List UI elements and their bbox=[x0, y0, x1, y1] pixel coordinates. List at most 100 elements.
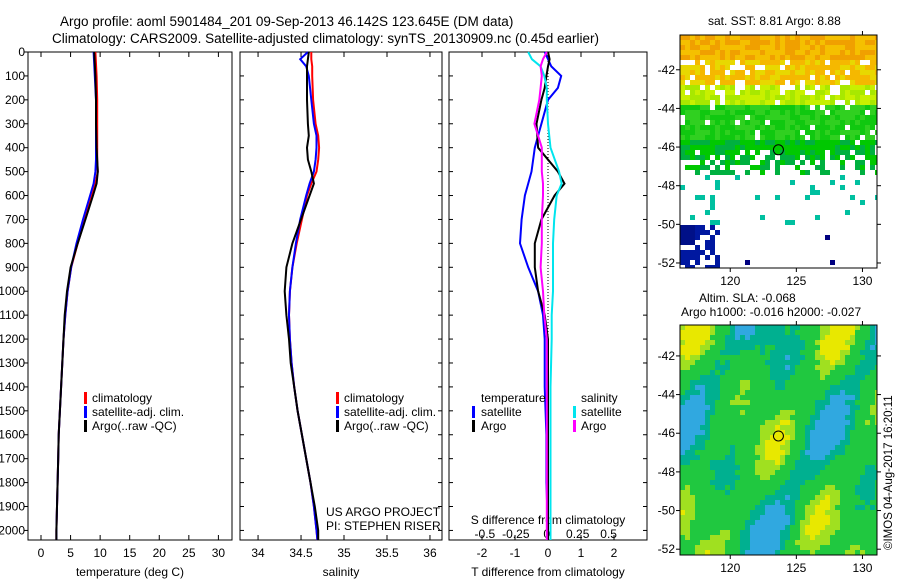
map-pixel bbox=[725, 170, 730, 175]
map-pixel bbox=[765, 345, 770, 350]
map-pixel bbox=[720, 475, 725, 480]
map-pixel bbox=[740, 470, 745, 475]
map-pixel bbox=[755, 435, 760, 440]
map-pixel bbox=[825, 455, 830, 460]
map-pixel bbox=[685, 510, 690, 515]
map-pixel bbox=[810, 490, 815, 495]
map-pixel bbox=[815, 355, 820, 360]
map-pixel bbox=[860, 105, 865, 110]
map-pixel bbox=[745, 415, 750, 420]
map-pixel bbox=[750, 465, 755, 470]
map-pixel bbox=[740, 90, 745, 95]
map-pixel bbox=[800, 110, 805, 115]
map-pixel bbox=[870, 135, 875, 140]
map-pixel bbox=[690, 360, 695, 365]
map-pixel bbox=[795, 485, 800, 490]
map-pixel bbox=[710, 335, 715, 340]
map-pixel bbox=[730, 520, 735, 525]
map-pixel bbox=[835, 65, 840, 70]
map-pixel bbox=[755, 410, 760, 415]
map-pixel bbox=[840, 340, 845, 345]
map-pixel bbox=[680, 45, 685, 50]
map-pixel bbox=[775, 415, 780, 420]
temperature-panel: 0 5 10 15 20 25 300100200300400500600700800900… bbox=[0, 45, 233, 579]
map-pixel bbox=[765, 365, 770, 370]
map-pixel bbox=[730, 160, 735, 165]
map-pixel bbox=[815, 480, 820, 485]
legend-swatch-t-argo bbox=[472, 420, 475, 432]
map-pixel bbox=[830, 345, 835, 350]
map-pixel bbox=[810, 500, 815, 505]
map-pixel bbox=[835, 135, 840, 140]
map-pixel bbox=[810, 425, 815, 430]
map-pixel bbox=[770, 90, 775, 95]
map-pixel bbox=[730, 90, 735, 95]
map-pixel bbox=[815, 40, 820, 45]
map-pixel bbox=[840, 40, 845, 45]
map-pixel bbox=[775, 345, 780, 350]
map-pixel bbox=[740, 70, 745, 75]
map-pixel bbox=[725, 55, 730, 60]
map-pixel bbox=[695, 530, 700, 535]
map-pixel bbox=[855, 470, 860, 475]
series-line-satellite-adj-clim- bbox=[55, 51, 97, 540]
map-pixel bbox=[840, 370, 845, 375]
map-pixel bbox=[705, 150, 710, 155]
map-pixel bbox=[705, 425, 710, 430]
map-pixel bbox=[690, 225, 695, 230]
map-pixel bbox=[830, 480, 835, 485]
map-pixel bbox=[835, 485, 840, 490]
map-pixel bbox=[835, 45, 840, 50]
map-pixel bbox=[795, 40, 800, 45]
map-pixel bbox=[845, 435, 850, 440]
map-pixel bbox=[870, 475, 875, 480]
map-pixel bbox=[815, 140, 820, 145]
map-pixel bbox=[705, 520, 710, 525]
map-pixel bbox=[745, 545, 750, 550]
map-pixel bbox=[785, 120, 790, 125]
map-pixel bbox=[715, 540, 720, 545]
map-pixel bbox=[840, 160, 845, 165]
map-pixel bbox=[755, 165, 760, 170]
map-pixel bbox=[850, 130, 855, 135]
map-pixel bbox=[870, 110, 875, 115]
map-pixel bbox=[715, 535, 720, 540]
map-pixel bbox=[790, 445, 795, 450]
map-pixel bbox=[820, 375, 825, 380]
map-pixel bbox=[730, 415, 735, 420]
map-pixel bbox=[700, 400, 705, 405]
map-pixel bbox=[825, 460, 830, 465]
series-line-satellite-adj-clim- bbox=[287, 51, 319, 541]
map-pixel bbox=[680, 460, 685, 465]
map-pixel bbox=[695, 70, 700, 75]
map-pixel bbox=[850, 425, 855, 430]
lat-tick-label: -46 bbox=[658, 140, 676, 154]
map-pixel bbox=[760, 490, 765, 495]
map-pixel bbox=[845, 45, 850, 50]
map-pixel bbox=[760, 50, 765, 55]
map-pixel bbox=[695, 155, 700, 160]
map-pixel bbox=[700, 345, 705, 350]
map-pixel bbox=[685, 490, 690, 495]
map-pixel bbox=[820, 385, 825, 390]
map-pixel bbox=[725, 480, 730, 485]
map-pixel bbox=[840, 400, 845, 405]
map-pixel bbox=[850, 135, 855, 140]
map-pixel bbox=[845, 370, 850, 375]
map-pixel bbox=[800, 135, 805, 140]
map-pixel bbox=[840, 525, 845, 530]
map-pixel bbox=[810, 45, 815, 50]
map-pixel bbox=[745, 120, 750, 125]
map-pixel bbox=[760, 465, 765, 470]
map-pixel bbox=[785, 335, 790, 340]
map-pixel bbox=[800, 345, 805, 350]
map-pixel bbox=[755, 475, 760, 480]
map-pixel bbox=[690, 350, 695, 355]
map-pixel bbox=[735, 55, 740, 60]
map-pixel bbox=[850, 330, 855, 335]
map-pixel bbox=[850, 395, 855, 400]
map-pixel bbox=[825, 55, 830, 60]
map-pixel bbox=[865, 335, 870, 340]
map-pixel bbox=[795, 445, 800, 450]
